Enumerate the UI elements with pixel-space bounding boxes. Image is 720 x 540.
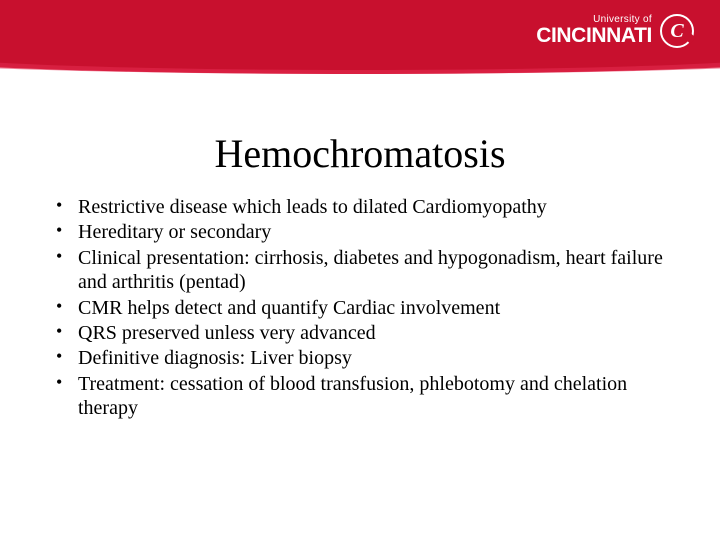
list-item: Hereditary or secondary xyxy=(42,220,678,244)
logo-bigtext: CINCINNATI xyxy=(536,25,652,46)
list-item: CMR helps detect and quantify Cardiac in… xyxy=(42,296,678,320)
list-item: Definitive diagnosis: Liver biopsy xyxy=(42,346,678,370)
slide-header: University of CINCINNATI C xyxy=(0,0,720,100)
list-item: Restrictive disease which leads to dilat… xyxy=(42,195,678,219)
list-item: Clinical presentation: cirrhosis, diabet… xyxy=(42,246,678,295)
list-item: Treatment: cessation of blood transfusio… xyxy=(42,372,678,421)
slide-title: Hemochromatosis xyxy=(0,130,720,177)
bullet-list: Restrictive disease which leads to dilat… xyxy=(42,195,678,421)
list-item: QRS preserved unless very advanced xyxy=(42,321,678,345)
logo-mark-icon: C xyxy=(660,14,694,48)
slide-content: Restrictive disease which leads to dilat… xyxy=(0,177,720,421)
university-logo: University of CINCINNATI C xyxy=(536,14,694,48)
